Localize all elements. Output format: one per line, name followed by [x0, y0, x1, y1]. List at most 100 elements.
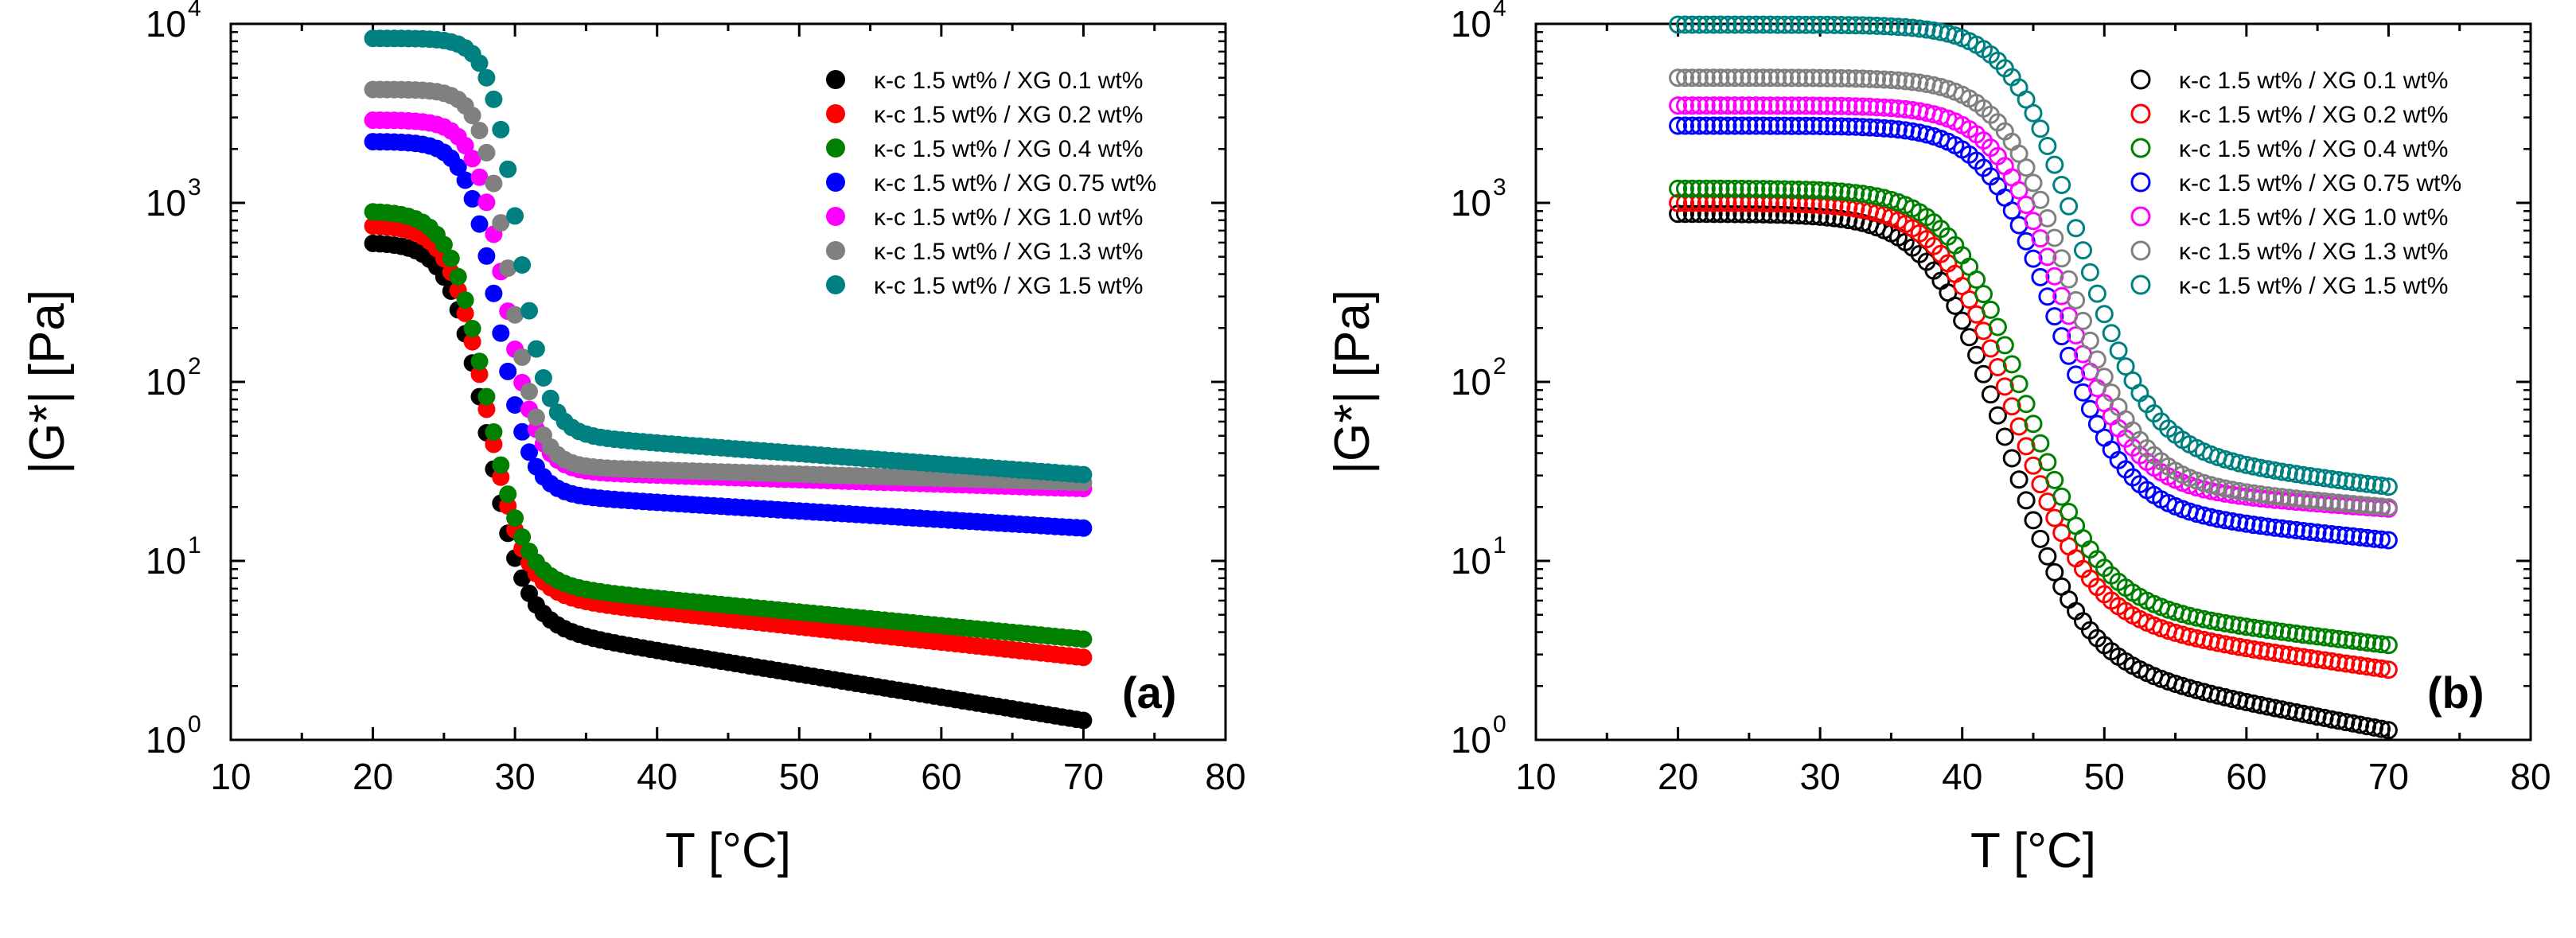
data-point	[1697, 193, 1716, 212]
data-point	[1974, 285, 1993, 304]
legend-label: κ-c 1.5 wt% / XG 1.0 wt%	[2179, 204, 2448, 231]
data-point	[513, 569, 532, 587]
data-point	[1846, 117, 1865, 136]
data-point	[1853, 185, 1873, 204]
data-point	[1754, 116, 1773, 135]
data-point	[1881, 119, 1900, 138]
data-point	[1839, 183, 1858, 202]
data-point	[1761, 68, 1780, 88]
data-point	[2009, 181, 2028, 200]
data-point	[1861, 16, 1880, 35]
data-point	[2344, 714, 2363, 733]
legend-label: κ-c 1.5 wt% / XG 0.2 wt%	[874, 102, 1143, 128]
data-point	[2038, 547, 2057, 566]
data-point	[2095, 428, 2114, 447]
data-point	[2315, 469, 2334, 488]
y-tick-label: 10	[1451, 540, 1491, 582]
data-point	[527, 340, 545, 358]
data-point	[2358, 528, 2377, 547]
data-point	[1782, 15, 1801, 34]
data-point	[1689, 96, 1709, 115]
data-point	[2266, 644, 2285, 662]
data-point	[1868, 119, 1887, 138]
data-point	[1740, 68, 1759, 88]
data-point	[1775, 68, 1794, 88]
data-point	[1853, 97, 1873, 116]
data-point	[1796, 181, 1815, 200]
data-point	[1669, 68, 1688, 88]
data-point	[1839, 97, 1858, 115]
data-point	[2060, 590, 2079, 609]
y-tick-exponent: 2	[188, 353, 201, 379]
legend-marker	[2130, 206, 2151, 227]
data-point	[2258, 642, 2278, 661]
data-point	[2102, 383, 2121, 403]
data-point	[1818, 117, 1837, 136]
data-point	[513, 528, 532, 546]
data-point	[2379, 721, 2398, 740]
data-point	[506, 207, 524, 225]
x-tick-label: 20	[1658, 756, 1698, 797]
data-point	[2031, 119, 2050, 138]
legend-label: κ-c 1.5 wt% / XG 0.2 wt%	[2179, 102, 2448, 128]
data-point	[1768, 68, 1787, 88]
data-point	[1761, 116, 1780, 135]
data-point	[1789, 180, 1808, 199]
data-point	[1810, 181, 1830, 200]
legend-marker	[826, 275, 845, 294]
data-point	[1718, 179, 1737, 198]
data-point	[2223, 512, 2242, 531]
data-point	[1995, 336, 2014, 355]
y-tick-label: 10	[146, 719, 186, 761]
data-point	[1875, 98, 1893, 117]
data-point	[1888, 99, 1908, 118]
data-point	[1810, 196, 1830, 215]
data-point	[2372, 635, 2391, 654]
y-tick-exponent: 0	[1493, 711, 1506, 738]
x-tick-label: 10	[210, 756, 251, 797]
data-point	[1689, 116, 1709, 135]
data-point	[1775, 180, 1794, 199]
data-point	[1669, 116, 1688, 135]
legend-label: κ-c 1.5 wt% / XG 0.1 wt%	[2179, 68, 2448, 94]
data-point	[2344, 473, 2363, 492]
data-point	[2351, 632, 2370, 651]
data-point	[2279, 463, 2298, 482]
data-point	[1697, 15, 1716, 34]
data-point	[2308, 523, 2327, 542]
data-point	[1839, 117, 1858, 136]
data-point	[2344, 495, 2363, 514]
data-point	[470, 352, 489, 371]
data-point	[2358, 657, 2377, 676]
data-point	[1682, 179, 1701, 198]
data-point	[2336, 713, 2356, 732]
data-point	[1697, 116, 1716, 135]
data-point	[2244, 484, 2263, 503]
legend-label: κ-c 1.5 wt% / XG 1.3 wt%	[874, 239, 1143, 265]
data-point	[1754, 15, 1773, 34]
data-point	[1704, 179, 1723, 198]
data-point	[1775, 194, 1794, 213]
data-point	[2024, 511, 2043, 530]
data-point	[1988, 406, 2007, 425]
data-point	[1689, 179, 1709, 198]
legend-marker	[2130, 172, 2151, 193]
data-point	[1682, 68, 1701, 88]
data-point	[1725, 15, 1744, 34]
data-point	[2074, 311, 2092, 330]
data-point	[1747, 194, 1766, 212]
y-tick-exponent: 3	[188, 174, 201, 200]
data-point	[1803, 181, 1822, 200]
series-2	[364, 203, 1093, 648]
data-point	[1896, 121, 1915, 140]
data-point	[1754, 180, 1773, 199]
data-point	[2351, 495, 2370, 514]
legend-marker	[826, 207, 845, 226]
data-point	[1697, 96, 1716, 115]
data-point	[2329, 653, 2348, 672]
data-point	[2344, 631, 2363, 650]
data-point	[463, 320, 481, 337]
data-point	[1740, 15, 1759, 34]
